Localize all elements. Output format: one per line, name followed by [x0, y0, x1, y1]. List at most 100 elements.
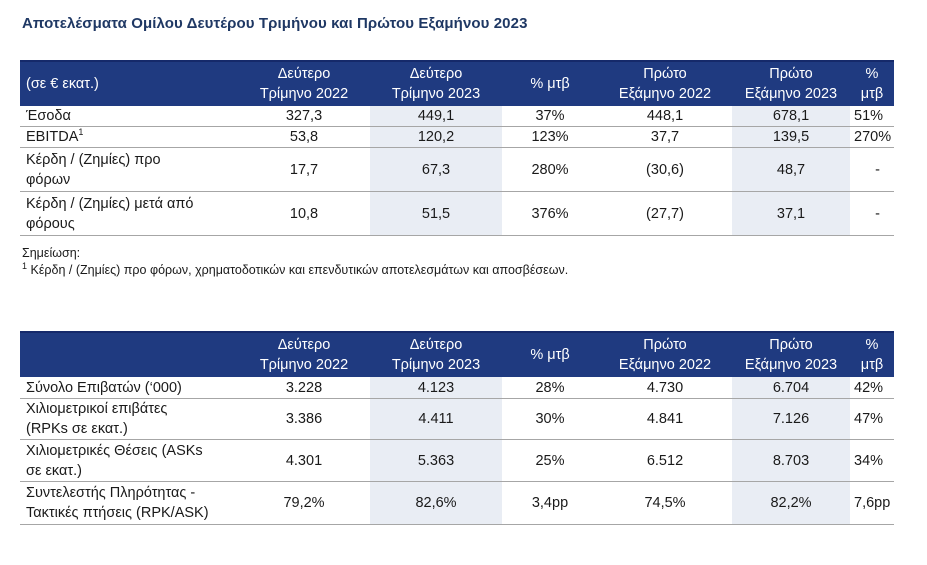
- column-header: [20, 331, 238, 377]
- column-header: Πρώτο Εξάμηνο 2022: [598, 331, 732, 377]
- table-cell: 6.704: [732, 377, 850, 399]
- column-header: % μτβ: [502, 331, 598, 377]
- table-cell: 8.703: [732, 439, 850, 482]
- notes: Σημείωση: 1 Κέρδη / (Ζημίες) προ φόρων, …: [22, 245, 568, 279]
- column-header-line: μτβ: [860, 86, 884, 102]
- row-label: EBITDA1: [20, 126, 238, 148]
- column-header: Δεύτερο Τρίμηνο 2022: [238, 331, 370, 377]
- table-cell: 53,8: [238, 126, 370, 148]
- table-cell: (27,7): [598, 191, 732, 236]
- table-cell: 6.512: [598, 439, 732, 482]
- table-cell: 7,6pp: [850, 481, 894, 525]
- table-row: Χιλιομετρικές Θέσεις (ASKs σε εκατ.) 4.301…: [20, 439, 894, 482]
- column-header-line: % μτβ: [860, 337, 884, 373]
- table-cell: -: [850, 147, 894, 192]
- row-label-line: σε εκατ.): [26, 462, 82, 479]
- column-header-line: Εξάμηνο 2022: [618, 357, 712, 373]
- row-label-line: Τακτικές πτήσεις (RPK/ASK): [26, 505, 209, 521]
- footnote-text: Κέρδη / (Ζημίες) προ φόρων, χρηματοδοτικ…: [27, 263, 569, 277]
- column-header: Δεύτερο Τρίμηνο 2023: [370, 60, 502, 106]
- column-header-line: Πρώτο: [643, 337, 687, 353]
- row-label-line: Κέρδη / (Ζημίες) μετά από: [26, 195, 194, 212]
- table-cell: 34%: [850, 439, 894, 482]
- table-cell: 270%: [850, 126, 894, 148]
- table-cell: 376%: [502, 191, 598, 236]
- table-cell: 120,2: [370, 126, 502, 148]
- table-cell: 5.363: [370, 439, 502, 482]
- table-cell: 37,1: [732, 191, 850, 236]
- column-header: (σε € εκατ.): [20, 60, 238, 106]
- row-label-line: Χιλιομετρικοί επιβάτες: [26, 401, 168, 417]
- table-cell: 448,1: [598, 106, 732, 127]
- row-label-line: Χιλιομετρικές Θέσεις (ASKs: [26, 442, 203, 459]
- table-cell: -: [850, 191, 894, 236]
- column-header-line: Εξάμηνο 2023: [744, 357, 838, 373]
- row-label: Σύνολο Επιβατών (‘000): [20, 377, 238, 399]
- table-cell: 28%: [502, 377, 598, 399]
- notes-heading: Σημείωση:: [22, 246, 81, 260]
- row-label: Έσοδα: [20, 106, 238, 127]
- column-header: Πρώτο Εξάμηνο 2023: [732, 60, 850, 106]
- table-cell: 7.126: [732, 398, 850, 440]
- row-label-line: Συντελεστής Πληρότητας -: [26, 485, 196, 501]
- table-cell: 123%: [502, 126, 598, 148]
- table-cell: 139,5: [732, 126, 850, 148]
- column-header-line: Δεύτερο: [409, 66, 463, 82]
- row-label: Χιλιομετρικές Θέσεις (ASKs σε εκατ.): [20, 439, 238, 482]
- column-header-line: Εξάμηνο 2023: [744, 86, 838, 102]
- row-label: Χιλιομετρικοί επιβάτες (RPKs σε εκατ.): [20, 398, 238, 440]
- column-header: Δεύτερο Τρίμηνο 2023: [370, 331, 502, 377]
- column-header-line: Δεύτερο: [277, 337, 331, 353]
- table-cell: (30,6): [598, 147, 732, 192]
- row-label-line: φόρους: [26, 215, 75, 232]
- table-cell: 4.123: [370, 377, 502, 399]
- table-cell: 47%: [850, 398, 894, 440]
- page-title: Αποτελέσματα Ομίλου Δευτέρου Τριμήνου κα…: [22, 15, 528, 32]
- table-cell: 4.730: [598, 377, 732, 399]
- row-label-line: Έσοδα: [26, 108, 71, 124]
- row-label: Συντελεστής Πληρότητας - Τακτικές πτήσεις…: [20, 481, 238, 525]
- table-cell: 82,2%: [732, 481, 850, 525]
- table-cell: 449,1: [370, 106, 502, 127]
- table-cell: 17,7: [238, 147, 370, 192]
- column-header: % μτβ: [850, 331, 894, 377]
- table-cell: 82,6%: [370, 481, 502, 525]
- column-header-line: Πρώτο: [769, 337, 813, 353]
- column-header-line: % μτβ: [530, 347, 570, 363]
- table-cell: 37,7: [598, 126, 732, 148]
- column-header-line: Πρώτο: [769, 66, 813, 82]
- table-row: Χιλιομετρικοί επιβάτες (RPKs σε εκατ.) 3.3…: [20, 398, 894, 440]
- table-cell: 3.228: [238, 377, 370, 399]
- financial-results-table: (σε € εκατ.) Δεύτερο Τρίμηνο 2022 Δεύτερο Τρ…: [20, 60, 894, 236]
- table-cell: 327,3: [238, 106, 370, 127]
- row-label-line: EBITDA: [26, 129, 79, 145]
- table-cell: 51,5: [370, 191, 502, 236]
- table-cell: 37%: [502, 106, 598, 127]
- table-cell: 4.411: [370, 398, 502, 440]
- table-row: Συντελεστής Πληρότητας - Τακτικές πτήσεις…: [20, 481, 894, 525]
- table-cell: 10,8: [238, 191, 370, 236]
- traffic-statistics-table: Δεύτερο Τρίμηνο 2022 Δεύτερο Τρίμηνο 2023 % …: [20, 331, 894, 525]
- column-header: % μτβ: [502, 60, 598, 106]
- table-cell: 51%: [850, 106, 894, 127]
- table-cell: 30%: [502, 398, 598, 440]
- table-row: Σύνολο Επιβατών (‘000) 3.228 4.123 28% 4.730…: [20, 377, 894, 399]
- column-header-line: Τρίμηνο 2023: [391, 86, 481, 102]
- table-cell: 678,1: [732, 106, 850, 127]
- column-header-line: Πρώτο: [643, 66, 687, 82]
- row-label: Κέρδη / (Ζημίες) μετά από φόρους: [20, 191, 238, 236]
- table-cell: 3.386: [238, 398, 370, 440]
- table-cell: 79,2%: [238, 481, 370, 525]
- table-cell: 42%: [850, 377, 894, 399]
- column-header-line: (σε € εκατ.): [26, 76, 99, 92]
- column-header-line: %: [865, 66, 879, 82]
- table-row: Έσοδα 327,3 449,1 37% 448,1 678,1 51%: [20, 106, 894, 127]
- table-cell: 4.301: [238, 439, 370, 482]
- row-label-line: Σύνολο Επιβατών (‘000): [26, 379, 182, 396]
- column-header: Πρώτο Εξάμηνο 2023: [732, 331, 850, 377]
- table-row: Κέρδη / (Ζημίες) προ φόρων 17,7 67,3 280% (30…: [20, 147, 894, 192]
- column-header: Πρώτο Εξάμηνο 2022: [598, 60, 732, 106]
- column-header: Δεύτερο Τρίμηνο 2022: [238, 60, 370, 106]
- table-cell: 48,7: [732, 147, 850, 192]
- table-cell: 3,4pp: [502, 481, 598, 525]
